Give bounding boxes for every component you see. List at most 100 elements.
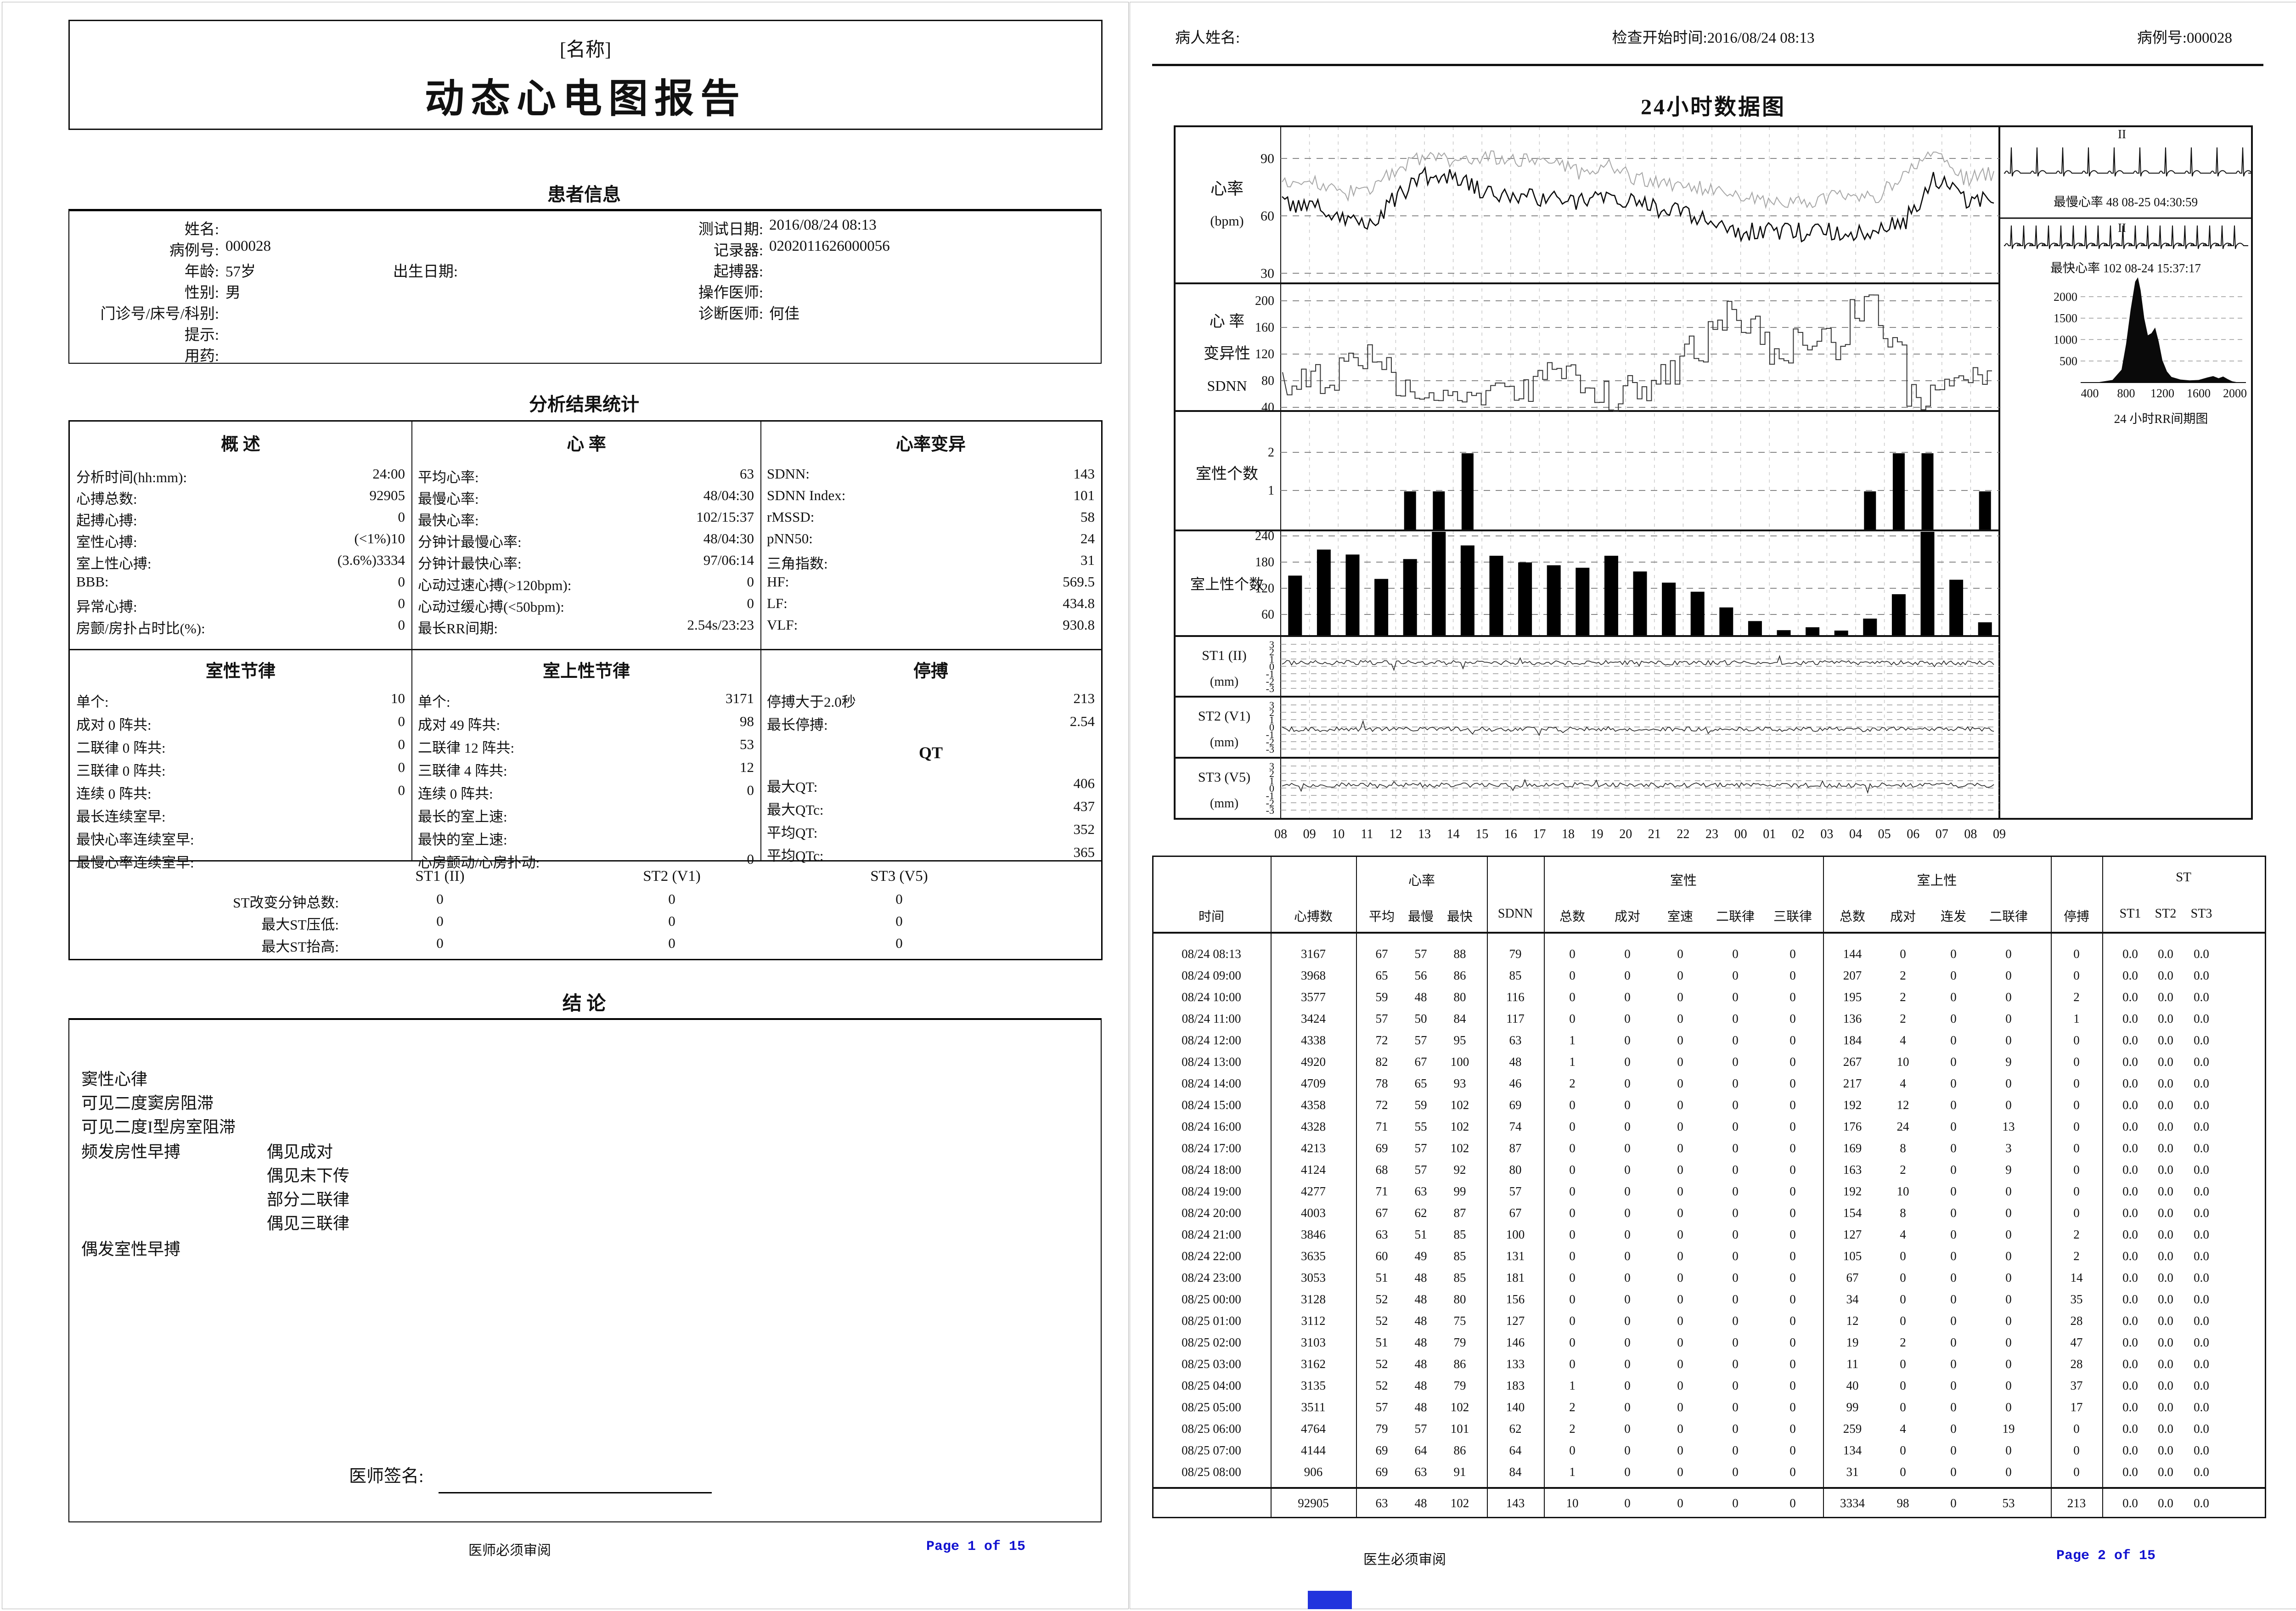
patient-field-value: 何佳 xyxy=(769,306,799,322)
table-cell: 0 xyxy=(1950,1206,1957,1220)
svg-text:ST2 (V1): ST2 (V1) xyxy=(1198,709,1250,724)
table-cell: 67 xyxy=(1509,1206,1522,1220)
table-cell: 0 xyxy=(1950,1249,1957,1263)
rhythm-row-label: 最长停搏: xyxy=(767,717,828,733)
table-cell: 4709 xyxy=(1301,1076,1326,1090)
table-cell: 100 xyxy=(1450,1055,1469,1069)
table-cell: 0 xyxy=(1677,1443,1683,1457)
conclusion-box: 窦性心律 可见二度窦房阻滞 可见二度I型房室阻滞 频发房性早搏 偶发室性早搏 偶见成对 偶见… xyxy=(68,1018,1102,1522)
stats-row-value: 0 xyxy=(747,595,754,611)
stats-row-label: 分钟计最慢心率: xyxy=(418,534,522,550)
table-cell: 0.0 xyxy=(2158,969,2173,982)
page2-title: 24小时数据图 xyxy=(1640,95,1786,119)
table-cell: 1 xyxy=(1569,1033,1576,1047)
table-cell: 136 xyxy=(1843,1012,1862,1025)
table-cell: 08/25 01:00 xyxy=(1182,1314,1241,1328)
table-cell: 11 xyxy=(1846,1357,1858,1371)
table-cell: 4003 xyxy=(1301,1206,1326,1220)
svg-text:80: 80 xyxy=(1261,374,1274,388)
rhythm-row-label: 连续 0 阵共: xyxy=(418,786,493,802)
svg-text:1: 1 xyxy=(1268,484,1274,498)
svg-text:-2: -2 xyxy=(1266,676,1274,687)
table-cell: 0 xyxy=(2073,1163,2080,1177)
table-cell: 127 xyxy=(1506,1314,1525,1328)
table-cell: 08/24 08:13 xyxy=(1182,947,1241,961)
svg-text:21: 21 xyxy=(1648,827,1661,841)
table-cell: 0.0 xyxy=(2122,1120,2138,1133)
st-row-label: 最大ST抬高: xyxy=(261,939,339,955)
rhythm-row-label: 二联律 0 阵共: xyxy=(76,740,166,756)
stats-row-divider xyxy=(70,860,1101,862)
table-cell: 154 xyxy=(1843,1206,1862,1220)
table-cell: 0 xyxy=(1624,1184,1631,1198)
svg-text:1200: 1200 xyxy=(2150,387,2174,400)
stats-row-value: 63 xyxy=(740,466,754,482)
stats-row-value: 0 xyxy=(747,574,754,590)
hospital-name-placeholder: [名称] xyxy=(560,39,611,61)
table-cell: 169 xyxy=(1843,1141,1862,1155)
table-cell: 0 xyxy=(1732,1249,1739,1263)
stats-row-value: 24 xyxy=(1080,530,1095,546)
table-cell: 0 xyxy=(1790,1422,1796,1436)
table-cell: 0 xyxy=(1624,1033,1631,1047)
table-cell: 0.0 xyxy=(2122,1076,2138,1090)
table-cell: 8 xyxy=(1900,1141,1906,1155)
conclusion-subline: 偶见未下传 xyxy=(267,1166,350,1185)
rhythm-col-title: 停搏 xyxy=(913,662,948,681)
table-cell: 0 xyxy=(1569,1292,1576,1306)
table-total-cell: 213 xyxy=(2067,1496,2086,1510)
stats-row-label: VLF: xyxy=(767,617,798,633)
physician-signature-label: 医师签名: xyxy=(349,1467,424,1486)
page-1-report-summary: [名称] 动态心电图报告 患者信息 姓名: 病例号: 000028 年龄: 57岁 出生日… xyxy=(2,2,1129,1609)
table-cell: 0 xyxy=(1900,1292,1906,1306)
table-cell: 0 xyxy=(1624,969,1631,982)
table-cell: 0.0 xyxy=(2158,1379,2173,1392)
table-cell: 48 xyxy=(1414,1379,1427,1392)
table-cell: 3162 xyxy=(1301,1357,1326,1371)
table-cell: 3424 xyxy=(1301,1012,1326,1025)
table-total-cell: 98 xyxy=(1896,1496,1909,1510)
table-cell: 59 xyxy=(1375,990,1388,1004)
table-cell: 67 xyxy=(1375,947,1388,961)
table-cell: 0.0 xyxy=(2158,1422,2173,1436)
table-cell: 63 xyxy=(1414,1184,1427,1198)
table-cell: 0 xyxy=(1677,1163,1683,1177)
table-cell: 0 xyxy=(1950,1357,1957,1371)
table-cell: 100 xyxy=(1506,1228,1525,1241)
table-cell: 0 xyxy=(1732,1422,1739,1436)
table-cell: 85 xyxy=(1453,1271,1466,1284)
st-row-value: 0 xyxy=(436,891,444,907)
table-cell: 62 xyxy=(1509,1422,1522,1436)
table-cell: 0.0 xyxy=(2122,1400,2138,1414)
table-cell: 0.0 xyxy=(2194,1379,2209,1392)
table-cell: 63 xyxy=(1414,1465,1427,1479)
table-cell: 52 xyxy=(1375,1314,1388,1328)
table-total-cell: 0 xyxy=(1677,1496,1683,1510)
svg-text:17: 17 xyxy=(1533,827,1546,841)
table-cell: 0.0 xyxy=(2158,1357,2173,1371)
table-cell: 0.0 xyxy=(2122,1249,2138,1263)
table-cell: 79 xyxy=(1509,947,1522,961)
table-cell: 0 xyxy=(1732,990,1739,1004)
svg-text:2: 2 xyxy=(1268,445,1274,460)
table-cell: 3112 xyxy=(1301,1314,1326,1328)
table-cell: 0 xyxy=(1569,1443,1576,1457)
table-cell: 181 xyxy=(1506,1271,1525,1284)
stats-col-divider xyxy=(760,422,761,860)
table-cell: 34 xyxy=(1846,1292,1859,1306)
table-cell: 99 xyxy=(1846,1400,1859,1414)
table-cell: 0 xyxy=(1732,947,1739,961)
svg-text:ST1 (II): ST1 (II) xyxy=(1202,648,1246,663)
table-cell: 0 xyxy=(1624,1271,1631,1284)
table-cell: 0 xyxy=(2073,1033,2080,1047)
stats-row-label: 异常心搏: xyxy=(76,599,137,615)
stats-row-label: 三角指数: xyxy=(767,556,828,572)
table-cell: 140 xyxy=(1506,1400,1525,1414)
rhythm-row-value: 0 xyxy=(398,736,405,752)
rhythm-row-value: 0 xyxy=(398,713,405,729)
table-cell: 144 xyxy=(1843,947,1862,961)
svg-text:-2: -2 xyxy=(1266,797,1274,809)
table-cell: 0.0 xyxy=(2122,1184,2138,1198)
conclusion-line: 频发房性早搏 xyxy=(81,1143,181,1161)
rhythm-row-value: 0 xyxy=(747,782,754,798)
